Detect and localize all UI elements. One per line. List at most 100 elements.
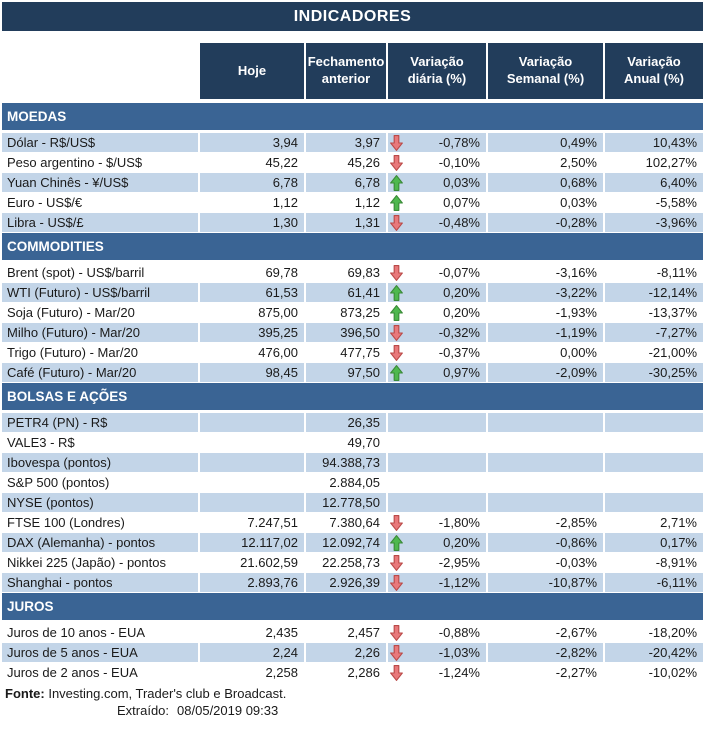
down-arrow-icon (390, 214, 403, 232)
variacao-anual-value: 0,17% (605, 533, 703, 552)
variacao-anual-value (605, 493, 703, 512)
down-arrow-icon (390, 644, 403, 662)
column-header-variacao-diaria: Variação diária (%) (388, 43, 488, 99)
hoje-value (200, 413, 306, 432)
footer: Fonte: Investing.com, Trader's club e Br… (2, 686, 703, 718)
row-label: S&P 500 (pontos) (2, 473, 200, 492)
down-arrow-icon (390, 514, 403, 532)
hoje-value: 6,78 (200, 173, 306, 192)
variacao-diaria-cell: -0,10% (388, 153, 488, 172)
variacao-diaria-cell (388, 453, 488, 472)
variacao-semanal-value: -1,19% (488, 323, 605, 342)
page-title: INDICADORES (2, 2, 703, 31)
column-header-row: Hoje Fechamento anterior Variação diária… (2, 43, 703, 99)
row-label: Dólar - R$/US$ (2, 133, 200, 152)
row-label: Juros de 2 anos - EUA (2, 663, 200, 682)
row-label: Café (Futuro) - Mar/20 (2, 363, 200, 382)
variacao-diaria-cell (388, 413, 488, 432)
fechamento-anterior-value: 2,26 (306, 643, 388, 662)
variacao-anual-value: -6,11% (605, 573, 703, 592)
fechamento-anterior-value: 22.258,73 (306, 553, 388, 572)
hoje-value: 12.117,02 (200, 533, 306, 552)
variacao-semanal-value: -0,28% (488, 213, 605, 232)
down-arrow-icon (390, 624, 403, 642)
extracted-timestamp: 08/05/2019 09:33 (177, 702, 279, 718)
column-header-variacao-anual: Variação Anual (%) (605, 43, 703, 99)
fechamento-anterior-value: 69,83 (306, 263, 388, 282)
variacao-semanal-value: 0,49% (488, 133, 605, 152)
table-row: S&P 500 (pontos) 2.884,05 (2, 473, 703, 493)
variacao-diaria-cell: -0,48% (388, 213, 488, 232)
variacao-semanal-value: -0,03% (488, 553, 605, 572)
variacao-diaria-cell: -1,12% (388, 573, 488, 592)
row-label: Shanghai - pontos (2, 573, 200, 592)
extracted-label: Extraído: (117, 702, 170, 718)
variacao-anual-value (605, 453, 703, 472)
fechamento-anterior-value: 2.926,39 (306, 573, 388, 592)
variacao-semanal-value (488, 493, 605, 512)
down-arrow-icon (390, 134, 403, 152)
fechamento-anterior-value: 12.778,50 (306, 493, 388, 512)
variacao-semanal-value: -0,86% (488, 533, 605, 552)
fechamento-anterior-value: 873,25 (306, 303, 388, 322)
fechamento-anterior-value: 12.092,74 (306, 533, 388, 552)
table-row: Dólar - R$/US$ 3,94 3,97 -0,78% 0,49% 10,43% (2, 133, 703, 153)
variacao-diaria-cell: 0,97% (388, 363, 488, 382)
column-header-hoje: Hoje (200, 43, 306, 99)
variacao-semanal-value: -2,82% (488, 643, 605, 662)
table-row: Milho (Futuro) - Mar/20 395,25 396,50 -0,32… (2, 323, 703, 343)
variacao-diaria-cell: 0,20% (388, 533, 488, 552)
variacao-diaria-value: -0,37% (438, 345, 480, 360)
hoje-value: 395,25 (200, 323, 306, 342)
variacao-diaria-value: -0,07% (438, 265, 480, 280)
variacao-diaria-cell: -0,37% (388, 343, 488, 362)
fechamento-anterior-value: 26,35 (306, 413, 388, 432)
table-row: Peso argentino - $/US$ 45,22 45,26 -0,10% 2,… (2, 153, 703, 173)
variacao-diaria-cell: 0,07% (388, 193, 488, 212)
variacao-semanal-value: -2,67% (488, 623, 605, 642)
variacao-anual-value: 6,40% (605, 173, 703, 192)
variacao-diaria-value: 0,20% (443, 305, 480, 320)
down-arrow-icon (390, 154, 403, 172)
hoje-value: 1,12 (200, 193, 306, 212)
fechamento-anterior-value: 7.380,64 (306, 513, 388, 532)
hoje-value: 2,435 (200, 623, 306, 642)
hoje-value: 3,94 (200, 133, 306, 152)
hoje-value: 476,00 (200, 343, 306, 362)
section-header-bolsas-e-a-es: BOLSAS E AÇÕES (2, 383, 703, 410)
down-arrow-icon (390, 574, 403, 592)
variacao-anual-value: -13,37% (648, 305, 697, 320)
row-label: Juros de 5 anos - EUA (2, 643, 200, 662)
fechamento-anterior-value: 94.388,73 (306, 453, 388, 472)
variacao-anual-value: -21,00% (648, 345, 697, 360)
row-label: Soja (Futuro) - Mar/20 (2, 303, 200, 322)
variacao-semanal-value: -1,93% (488, 303, 605, 322)
hoje-value (200, 493, 306, 512)
fechamento-anterior-value: 2.884,05 (306, 473, 388, 492)
section-header-juros: JUROS (2, 593, 703, 620)
row-label: Nikkei 225 (Japão) - pontos (2, 553, 200, 572)
variacao-semanal-value: -3,22% (488, 283, 605, 302)
up-arrow-icon (390, 304, 403, 322)
variacao-diaria-cell: -0,32% (388, 323, 488, 342)
variacao-semanal-value: 0,68% (488, 173, 605, 192)
section-header-commodities: COMMODITIES (2, 233, 703, 260)
row-label: Peso argentino - $/US$ (2, 153, 200, 172)
up-arrow-icon (390, 534, 403, 552)
table-row: FTSE 100 (Londres) 7.247,51 7.380,64 -1,80%… (2, 513, 703, 533)
variacao-diaria-value: -1,12% (438, 575, 480, 590)
table-row: DAX (Alemanha) - pontos 12.117,02 12.092,7… (2, 533, 703, 553)
variacao-diaria-cell: 0,20% (388, 303, 488, 322)
extracted-line: Extraído: 08/05/2019 09:33 (5, 703, 703, 719)
row-label: WTI (Futuro) - US$/barril (2, 283, 200, 302)
table-row: Juros de 5 anos - EUA 2,24 2,26 -1,03% -2,82… (2, 643, 703, 663)
variacao-semanal-value: -3,16% (488, 263, 605, 282)
hoje-value (200, 473, 306, 492)
hoje-value: 875,00 (200, 303, 306, 322)
row-label: FTSE 100 (Londres) (2, 513, 200, 532)
table-row: Euro - US$/€ 1,12 1,12 0,07% 0,03% -5,58% (2, 193, 703, 213)
hoje-value: 45,22 (200, 153, 306, 172)
variacao-diaria-cell: -1,80% (388, 513, 488, 532)
variacao-semanal-value (488, 413, 605, 432)
